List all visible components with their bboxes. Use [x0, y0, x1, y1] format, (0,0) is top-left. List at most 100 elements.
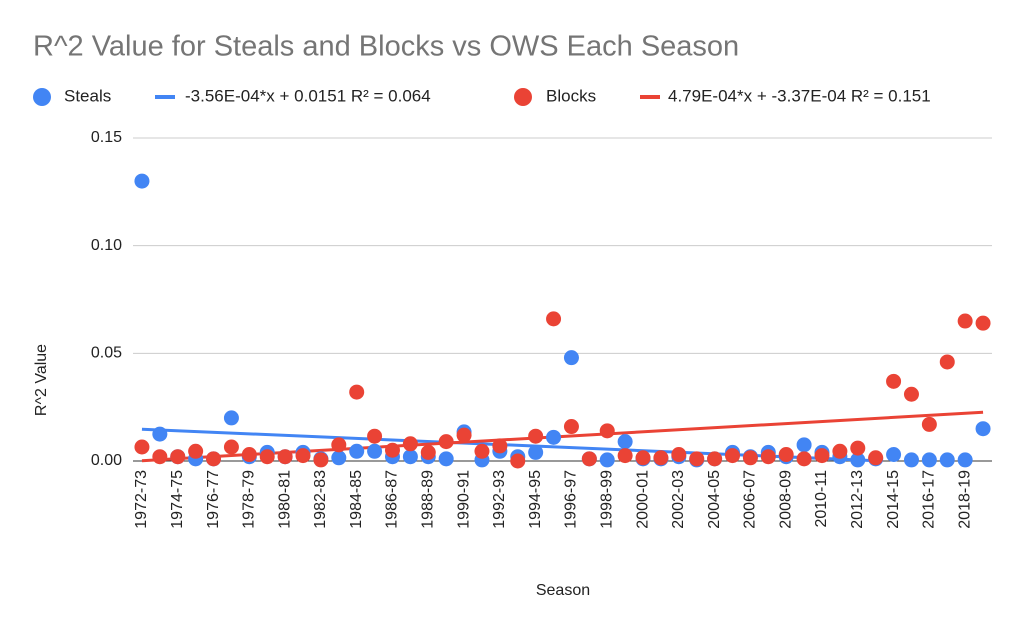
data-point [223, 410, 239, 426]
data-point [975, 315, 991, 331]
y-tick-label: 0.05 [91, 345, 122, 362]
x-tick-label: 1988-89 [420, 470, 437, 529]
data-point [796, 451, 812, 467]
legend-marker [514, 88, 532, 106]
data-point [402, 436, 418, 452]
data-point [850, 452, 866, 468]
data-point [939, 452, 955, 468]
data-point [599, 423, 615, 439]
data-point [438, 451, 454, 467]
data-point [563, 419, 579, 435]
x-tick-label: 1972-73 [133, 470, 150, 529]
chart-title: R^2 Value for Steals and Blocks vs OWS E… [33, 31, 739, 63]
data-point [814, 448, 830, 464]
data-point [402, 449, 418, 465]
y-tick-label: 0.10 [91, 237, 122, 254]
data-point [725, 448, 741, 464]
data-point [223, 439, 239, 455]
data-point [599, 452, 615, 468]
x-tick-label: 1986-87 [384, 470, 401, 529]
data-point [438, 434, 454, 450]
data-point [277, 449, 293, 465]
x-tick-label: 1978-79 [241, 470, 258, 529]
legend-label: Blocks [546, 86, 596, 105]
x-tick-label: 2000-01 [634, 470, 651, 529]
data-point [134, 439, 150, 455]
data-point [259, 449, 275, 465]
data-point [420, 444, 436, 460]
data-point [903, 452, 919, 468]
legend-label: -3.56E-04*x + 0.0151 R² = 0.064 [185, 86, 431, 105]
data-point [689, 451, 705, 467]
data-point [367, 428, 383, 444]
x-tick-label: 1996-97 [563, 470, 580, 529]
data-point [206, 451, 222, 467]
x-tick-label: 1976-77 [205, 470, 222, 529]
data-point [134, 173, 150, 189]
x-tick-label: 2012-13 [849, 470, 866, 529]
data-point [188, 443, 204, 459]
x-tick-label: 2002-03 [670, 470, 687, 529]
data-point [152, 426, 168, 442]
data-point [528, 444, 544, 460]
data-point [760, 449, 776, 465]
data-point [474, 443, 490, 459]
data-point [313, 452, 329, 468]
x-tick-label: 1974-75 [169, 470, 186, 529]
data-point [170, 449, 186, 465]
x-tick-label: 2018-19 [956, 470, 973, 529]
data-point [617, 434, 633, 450]
x-tick-label: 1982-83 [312, 470, 329, 529]
data-point [456, 427, 472, 443]
data-point [563, 350, 579, 366]
x-axis-label: Season [536, 582, 590, 599]
data-point [241, 447, 257, 463]
data-point [921, 452, 937, 468]
x-tick-label: 1998-99 [598, 470, 615, 529]
x-tick-label: 1994-95 [527, 470, 544, 529]
x-tick-label: 2014-15 [885, 470, 902, 529]
data-point [796, 437, 812, 453]
data-point [528, 428, 544, 444]
data-point [546, 311, 562, 327]
x-tick-label: 2008-09 [777, 470, 794, 529]
data-point [510, 453, 526, 469]
data-point [868, 450, 884, 466]
data-point [903, 386, 919, 402]
data-point [617, 448, 633, 464]
data-point [707, 451, 723, 467]
data-point [671, 447, 687, 463]
data-point [957, 452, 973, 468]
data-point [939, 354, 955, 370]
y-tick-label: 0.15 [91, 129, 122, 146]
data-point [367, 443, 383, 459]
legend-marker [33, 88, 51, 106]
x-tick-label: 2004-05 [706, 470, 723, 529]
data-point [546, 429, 562, 445]
data-point [384, 442, 400, 458]
data-point [653, 450, 669, 466]
data-point [349, 384, 365, 400]
data-point [832, 443, 848, 459]
data-point [778, 447, 794, 463]
data-point [886, 373, 902, 389]
x-tick-label: 2006-07 [742, 470, 759, 529]
y-tick-label: 0.00 [91, 452, 122, 469]
data-point [975, 421, 991, 437]
y-axis-label: R^2 Value [33, 344, 50, 416]
data-point [152, 449, 168, 465]
data-point [921, 416, 937, 432]
data-point [886, 447, 902, 463]
legend-label: 4.79E-04*x + -3.37E-04 R² = 0.151 [668, 86, 931, 105]
data-point [635, 450, 651, 466]
data-point [331, 450, 347, 466]
x-tick-label: 2010-11 [813, 470, 830, 528]
data-point [850, 440, 866, 456]
x-tick-label: 1980-81 [276, 470, 293, 529]
x-tick-label: 1984-85 [348, 470, 365, 529]
data-point [295, 448, 311, 464]
data-point [957, 313, 973, 329]
data-point [349, 443, 365, 459]
data-point [581, 451, 597, 467]
